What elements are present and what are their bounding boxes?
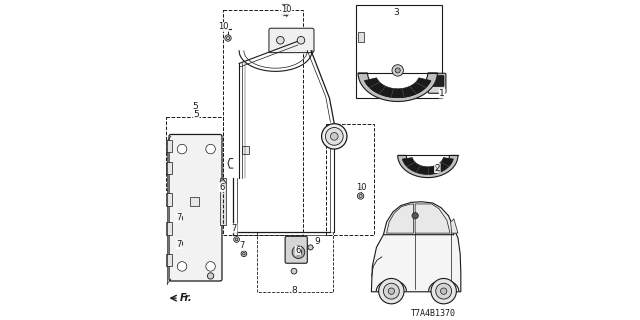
Text: 1: 1: [439, 89, 445, 98]
Polygon shape: [371, 215, 461, 292]
Circle shape: [227, 36, 230, 40]
Circle shape: [292, 246, 305, 259]
Bar: [223, 10, 303, 235]
Circle shape: [225, 35, 231, 41]
Circle shape: [291, 268, 297, 274]
Circle shape: [243, 252, 245, 255]
Text: 4: 4: [282, 10, 288, 19]
Polygon shape: [365, 78, 431, 98]
Bar: [220, 178, 227, 225]
Circle shape: [297, 36, 305, 44]
Bar: [166, 117, 223, 190]
Polygon shape: [383, 202, 454, 235]
Circle shape: [440, 288, 447, 294]
Circle shape: [325, 127, 343, 145]
FancyBboxPatch shape: [430, 75, 444, 87]
Circle shape: [206, 144, 215, 154]
Text: 6: 6: [295, 246, 301, 255]
Text: 3: 3: [393, 8, 399, 17]
Circle shape: [179, 242, 181, 245]
Circle shape: [436, 283, 452, 299]
Circle shape: [234, 236, 239, 242]
Circle shape: [357, 193, 364, 199]
Circle shape: [236, 238, 238, 241]
Circle shape: [284, 12, 287, 15]
Text: 10: 10: [218, 22, 228, 31]
Text: 5: 5: [193, 110, 199, 119]
Circle shape: [321, 124, 347, 149]
Polygon shape: [397, 156, 458, 178]
Bar: [166, 254, 172, 267]
Circle shape: [177, 262, 187, 271]
Circle shape: [392, 65, 403, 76]
Polygon shape: [451, 219, 458, 233]
Circle shape: [282, 10, 288, 17]
Circle shape: [207, 273, 214, 279]
Circle shape: [295, 249, 301, 255]
Bar: [166, 162, 172, 174]
Bar: [166, 140, 172, 152]
FancyBboxPatch shape: [428, 73, 446, 93]
Text: 10: 10: [282, 5, 292, 14]
Bar: [166, 194, 172, 206]
Circle shape: [206, 262, 215, 271]
Circle shape: [177, 241, 182, 246]
Circle shape: [177, 215, 182, 221]
Bar: [190, 196, 200, 206]
Circle shape: [330, 132, 338, 140]
Circle shape: [241, 251, 247, 257]
Text: 2: 2: [435, 164, 440, 172]
Bar: [166, 222, 172, 235]
Bar: [356, 5, 442, 98]
Circle shape: [177, 144, 187, 154]
FancyBboxPatch shape: [169, 134, 222, 281]
Circle shape: [431, 278, 456, 304]
FancyBboxPatch shape: [269, 28, 314, 53]
Bar: [257, 232, 333, 292]
Circle shape: [395, 68, 400, 73]
Polygon shape: [387, 204, 413, 233]
Circle shape: [179, 217, 181, 220]
Circle shape: [276, 36, 284, 44]
Text: 8: 8: [292, 286, 298, 295]
Text: 7: 7: [232, 224, 237, 233]
Text: 6: 6: [219, 183, 225, 192]
Text: 10: 10: [356, 183, 367, 192]
Circle shape: [359, 195, 362, 197]
Circle shape: [383, 283, 399, 299]
Text: 9: 9: [314, 236, 320, 245]
Circle shape: [308, 245, 313, 250]
FancyBboxPatch shape: [285, 236, 307, 263]
Polygon shape: [403, 157, 453, 174]
Text: 7: 7: [176, 240, 182, 249]
Polygon shape: [358, 73, 437, 101]
Text: 7: 7: [239, 241, 245, 250]
Bar: [326, 124, 374, 235]
Text: T7A4B1370: T7A4B1370: [410, 309, 456, 318]
Bar: [243, 146, 248, 154]
Text: 7: 7: [176, 213, 182, 222]
Circle shape: [379, 278, 404, 304]
Text: Fr.: Fr.: [180, 293, 193, 303]
Circle shape: [220, 180, 225, 185]
Circle shape: [388, 288, 394, 294]
Bar: [358, 32, 364, 42]
Polygon shape: [415, 204, 450, 233]
Text: 5: 5: [192, 102, 198, 111]
Circle shape: [412, 212, 419, 219]
